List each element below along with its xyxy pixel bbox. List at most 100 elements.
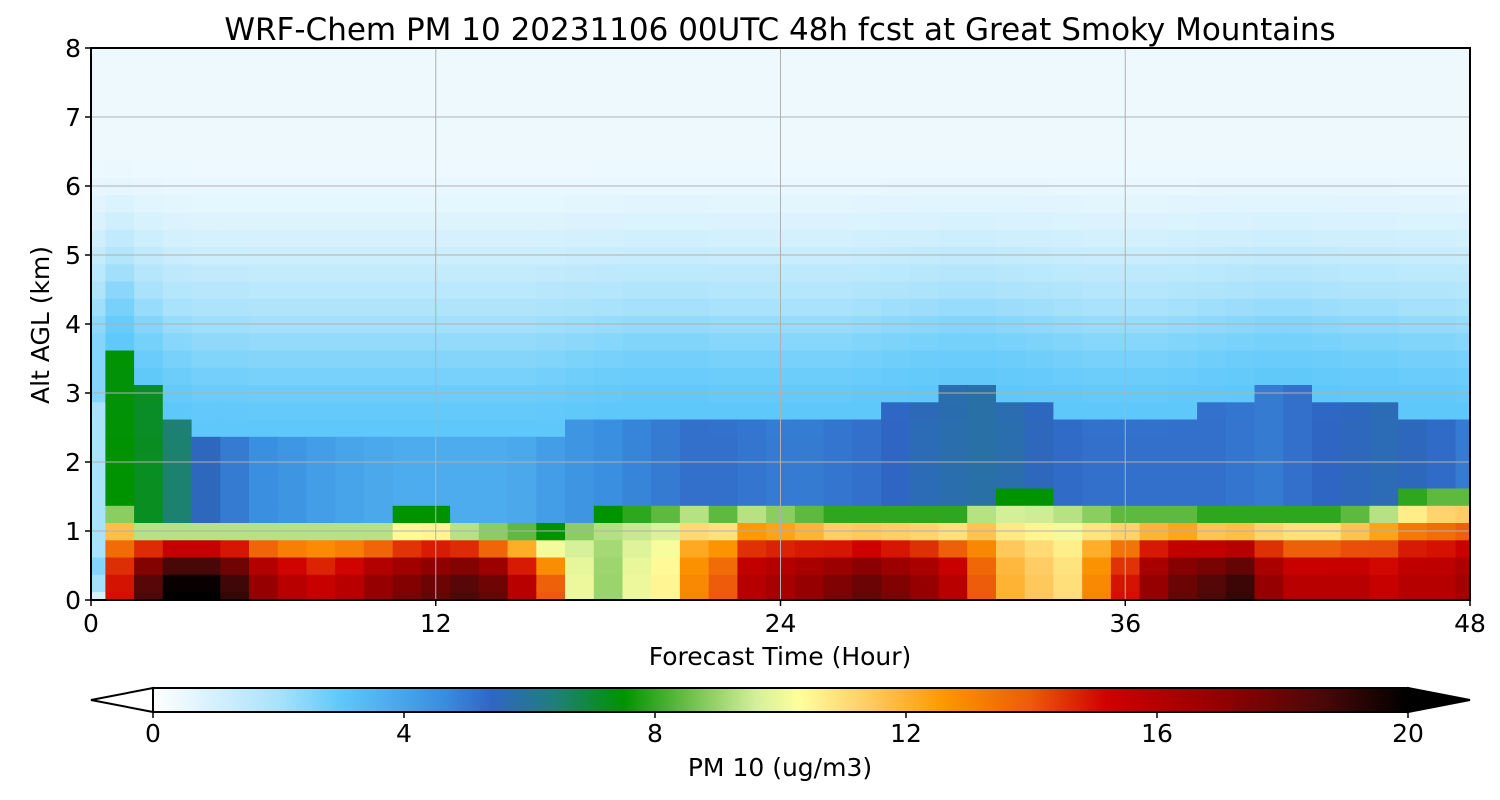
heatmap-cell <box>507 142 537 161</box>
heatmap-cell <box>1024 125 1054 144</box>
heatmap-cell <box>996 574 1026 592</box>
heatmap-cell <box>593 280 624 299</box>
heatmap-cell <box>191 505 221 523</box>
heatmap-cell <box>679 487 710 506</box>
heatmap-cell <box>191 470 221 489</box>
heatmap-cell <box>794 574 825 592</box>
heatmap-cell <box>823 56 853 75</box>
heatmap-cell <box>593 539 624 558</box>
heatmap-cell <box>1312 349 1342 368</box>
heatmap-cell <box>1398 487 1428 506</box>
heatmap-cell <box>392 56 422 75</box>
heatmap-cell <box>1024 56 1054 75</box>
heatmap-cell <box>737 160 767 178</box>
heatmap-cell <box>306 229 336 247</box>
heatmap-cell <box>536 539 566 558</box>
heatmap-cell <box>852 487 882 506</box>
heatmap-cell <box>938 280 968 299</box>
heatmap-cell <box>277 194 307 213</box>
heatmap-cell <box>1225 487 1256 506</box>
heatmap-cell <box>1225 91 1256 109</box>
heatmap-cell <box>220 367 250 385</box>
heatmap-cell <box>450 539 480 558</box>
heatmap-cell <box>91 160 106 178</box>
heatmap-cell <box>335 263 365 282</box>
heatmap-cell <box>1340 487 1370 506</box>
heatmap-cell <box>593 556 624 575</box>
heatmap-cell <box>1024 436 1054 454</box>
heatmap-cell <box>306 56 336 75</box>
heatmap-cell <box>1024 280 1054 299</box>
heatmap-cell <box>335 591 365 600</box>
heatmap-cell <box>909 539 940 558</box>
heatmap-cell <box>1168 436 1198 454</box>
heatmap-cell <box>162 539 193 558</box>
heatmap-cell <box>938 194 968 213</box>
heatmap-cell <box>536 125 566 144</box>
heatmap-cell <box>277 91 307 109</box>
heatmap-cell <box>392 298 422 316</box>
heatmap-cell <box>306 349 336 368</box>
heatmap-cell <box>967 436 997 454</box>
heatmap-cell <box>938 298 968 316</box>
heatmap-cell <box>363 401 394 420</box>
heatmap-cell <box>450 505 480 523</box>
heatmap-cell <box>823 229 853 247</box>
heatmap-cell <box>852 56 882 75</box>
heatmap-cell <box>823 367 853 385</box>
heatmap-cell <box>737 332 767 351</box>
heatmap-cell <box>651 436 681 454</box>
heatmap-cell <box>737 487 767 506</box>
heatmap-cell <box>1455 591 1470 600</box>
heatmap-cell <box>823 591 853 600</box>
heatmap-cell <box>852 436 882 454</box>
heatmap-cell <box>1082 73 1112 92</box>
heatmap-cell <box>450 367 480 385</box>
heatmap-cell <box>91 142 106 161</box>
heatmap-cell <box>1024 91 1054 109</box>
colorbar-gradient <box>153 688 1408 712</box>
heatmap-cell <box>1455 73 1470 92</box>
y-tick-label: 5 <box>65 241 81 270</box>
heatmap-cell <box>91 332 106 351</box>
heatmap-cell <box>565 211 595 230</box>
heatmap-cell <box>450 48 480 58</box>
heatmap-cell <box>392 574 422 592</box>
heatmap-cell <box>450 591 480 600</box>
heatmap-cell <box>1053 470 1083 489</box>
heatmap-cell <box>1398 367 1428 385</box>
heatmap-cell <box>478 487 509 506</box>
heatmap-cell <box>335 505 365 523</box>
heatmap-cell <box>450 211 480 230</box>
heatmap-cell <box>679 349 710 368</box>
heatmap-cell <box>478 591 509 600</box>
heatmap-cell <box>91 280 106 299</box>
heatmap-cell <box>967 91 997 109</box>
heatmap-cell <box>679 367 710 385</box>
heatmap-cell <box>478 56 509 75</box>
heatmap-cell <box>507 194 537 213</box>
heatmap-cell <box>277 505 307 523</box>
heatmap-cell <box>1254 229 1284 247</box>
heatmap-cell <box>335 487 365 506</box>
heatmap-cell <box>1426 505 1457 523</box>
heatmap-cell <box>651 298 681 316</box>
heatmap-cell <box>996 56 1026 75</box>
heatmap-cell <box>1398 56 1428 75</box>
heatmap-cell <box>1369 367 1399 385</box>
heatmap-cell <box>392 332 422 351</box>
heatmap-cell <box>852 280 882 299</box>
heatmap-cell <box>1340 211 1370 230</box>
heatmap-cell <box>1053 401 1083 420</box>
heatmap-cell <box>220 91 250 109</box>
heatmap-cell <box>1139 160 1169 178</box>
heatmap-cell <box>1340 73 1370 92</box>
heatmap-cell <box>1053 142 1083 161</box>
heatmap-cell <box>1283 142 1313 161</box>
heatmap-cell <box>134 263 164 282</box>
heatmap-cell <box>335 194 365 213</box>
heatmap-cell <box>277 298 307 316</box>
heatmap-cell <box>1283 56 1313 75</box>
heatmap-cell <box>1225 263 1256 282</box>
heatmap-cell <box>1312 298 1342 316</box>
